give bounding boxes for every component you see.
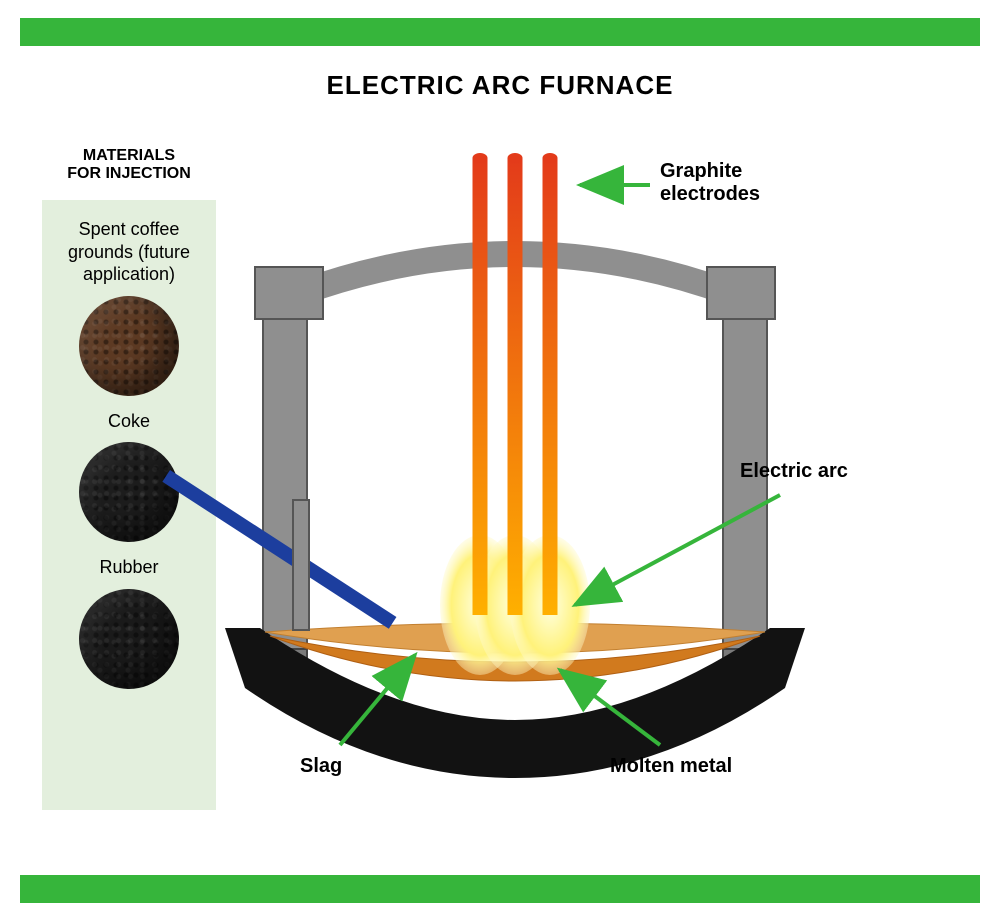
label-molten-metal: Molten metal [610,755,732,778]
label-graphite-electrodes: Graphiteelectrodes [660,160,760,206]
lance-post [293,500,309,630]
graphite-electrodes [473,153,558,615]
label-electric-arc: Electric arc [740,460,848,483]
label-slag: Slag [300,755,342,778]
diagram-page: ELECTRIC ARC FURNACE MATERIALS FOR INJEC… [0,0,1000,920]
furnace-diagram [0,0,1000,920]
